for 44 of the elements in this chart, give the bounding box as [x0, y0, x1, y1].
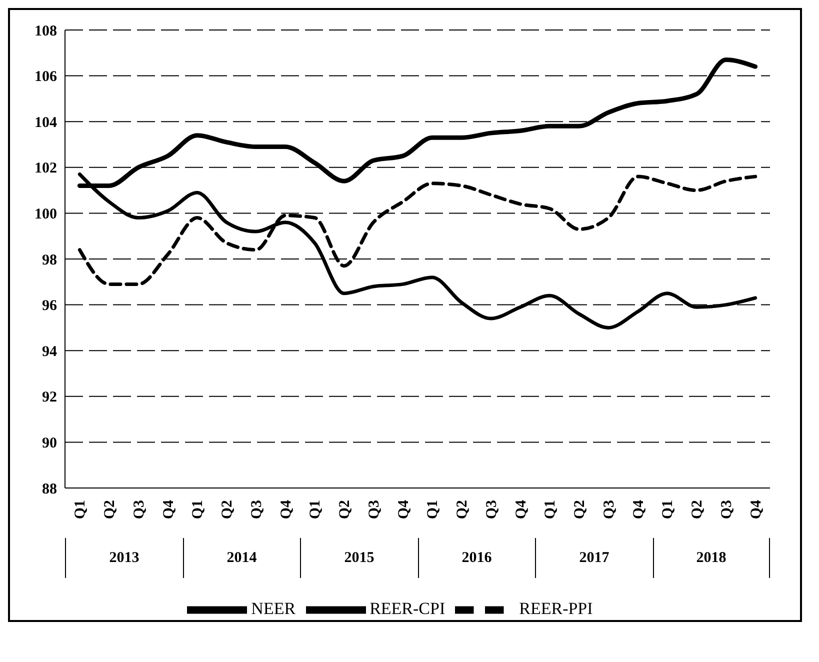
y-tick-label: 104 [34, 114, 58, 131]
x-tick-label: Q1 [72, 500, 89, 520]
x-tick-label: Q4 [278, 500, 294, 520]
text: 2016 [418, 538, 535, 578]
x-tick-label: Q3 [601, 500, 618, 520]
y-tick-label: 108 [34, 23, 57, 40]
text: 2017 [535, 538, 652, 578]
x-tick-label: Q1 [190, 500, 206, 520]
x-tick-label: Q4 [396, 500, 412, 520]
legend-label: REER-PPI [519, 598, 593, 618]
x-tick-label: Q3 [366, 500, 382, 520]
text: 2015 [300, 538, 418, 578]
x-tick-label: Q4 [748, 500, 764, 520]
x-tick-label: Q1 [308, 500, 324, 520]
x-tick-label: Q2 [454, 500, 471, 520]
text: 2014 [182, 538, 300, 578]
text: 2018 [652, 538, 770, 578]
y-tick-label: 94 [42, 344, 58, 360]
y-tick-label: 90 [42, 436, 57, 452]
x-tick-label: Q4 [160, 500, 177, 520]
x-tick-label: Q4 [630, 500, 647, 520]
y-tick-label: 96 [42, 298, 58, 314]
y-tick-label: 106 [34, 69, 58, 86]
x-tick-label: Q2 [690, 500, 706, 520]
legend-label: REER-CPI [370, 598, 446, 618]
text: 2013 [65, 538, 182, 578]
x-tick-label: Q3 [131, 500, 148, 520]
x-tick-label: Q1 [542, 500, 559, 520]
x-tick-label: Q1 [425, 500, 442, 520]
x-tick-label: Q1 [660, 500, 676, 520]
x-tick-label: Q3 [248, 500, 265, 520]
x-tick-label: Q3 [484, 500, 500, 520]
x-tick-label: Q2 [102, 500, 118, 520]
x-tick-label: Q2 [572, 500, 588, 520]
y-tick-label: 92 [42, 390, 57, 406]
legend-label: NEER [251, 598, 296, 618]
y-tick-label: 102 [34, 160, 57, 177]
x-tick-label: Q4 [513, 500, 530, 520]
x-tick-label: Q2 [220, 500, 236, 520]
y-tick-label: 98 [42, 252, 57, 268]
x-tick-label: Q2 [337, 500, 354, 520]
y-tick-label: 88 [42, 481, 57, 498]
y-tick-label: 100 [34, 206, 57, 223]
x-tick-label: Q3 [718, 500, 735, 520]
